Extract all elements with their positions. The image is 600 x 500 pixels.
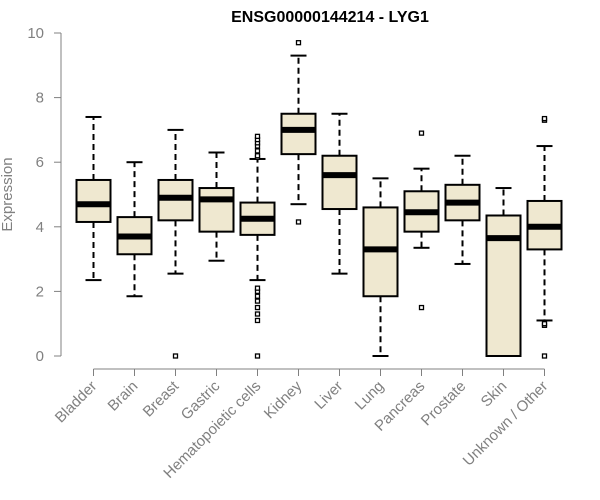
outlier-point	[254, 153, 261, 159]
box-prostate	[444, 154, 481, 265]
outlier-point	[295, 219, 302, 225]
x-tick-label: Skin	[478, 378, 511, 411]
outlier-point	[254, 293, 261, 299]
outlier-point	[254, 317, 261, 324]
outlier-point	[295, 40, 302, 46]
outlier-point	[254, 298, 261, 304]
box-gastric	[198, 151, 235, 262]
y-tick-label: 4	[36, 219, 44, 236]
box-liver	[321, 112, 358, 275]
outlier-point	[254, 285, 261, 291]
outlier-point	[541, 321, 548, 327]
box-unknown-other	[526, 115, 563, 359]
box-bladder	[75, 115, 112, 282]
box-iqr	[321, 154, 358, 211]
y-tick-label: 10	[27, 25, 44, 42]
y-tick-label: 0	[36, 348, 44, 365]
chart-title: ENSG00000144214 - LYG1	[231, 9, 429, 26]
box-iqr	[198, 187, 235, 233]
outlier-point	[254, 353, 261, 359]
box-lung	[362, 177, 399, 357]
outlier-point	[254, 311, 261, 317]
y-axis: 0 2 4 6 8 10	[27, 25, 62, 365]
x-tick-label: Lung	[352, 378, 388, 414]
outlier-point	[418, 130, 425, 136]
outlier-point	[418, 304, 425, 311]
outlier-point	[541, 115, 548, 122]
outlier-point	[254, 304, 261, 311]
box-breast	[157, 128, 194, 359]
outlier-point	[254, 133, 261, 140]
x-axis	[93, 368, 545, 376]
box-kidney	[280, 40, 317, 225]
x-tick-label: Bladder	[52, 378, 101, 427]
y-tick-label: 2	[36, 283, 44, 300]
outlier-point	[254, 148, 261, 154]
x-tick-label: Prostate	[418, 378, 470, 430]
box-iqr	[75, 178, 112, 223]
x-tick-label: Brain	[105, 378, 142, 415]
x-tick-label: Kidney	[261, 377, 306, 422]
outlier-point	[541, 353, 548, 359]
box-iqr	[280, 112, 317, 156]
box-pancreas	[403, 130, 440, 311]
y-tick-label: 8	[36, 90, 44, 107]
y-tick-label: 6	[36, 154, 44, 171]
outlier-point	[172, 353, 179, 359]
box-hematopoietic-cells	[239, 133, 276, 359]
box-skin	[485, 187, 522, 357]
boxes-group	[75, 40, 563, 359]
x-tick-label: Breast	[140, 377, 183, 420]
y-axis-label: Expression	[0, 157, 16, 231]
box-brain	[116, 161, 153, 298]
x-tick-label: Liver	[311, 378, 346, 413]
